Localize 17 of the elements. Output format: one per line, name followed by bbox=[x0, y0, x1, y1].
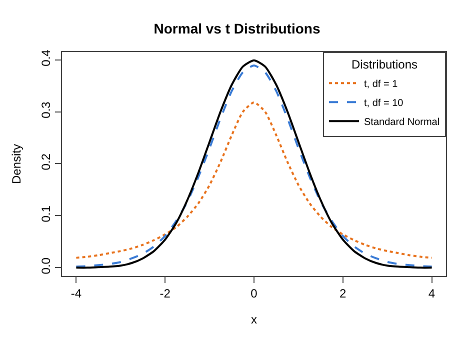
legend-label: t, df = 1 bbox=[364, 79, 398, 90]
y-tick-label: 0.0 bbox=[39, 257, 54, 274]
x-tick-label: -4 bbox=[70, 286, 82, 300]
y-tick-label: 0.3 bbox=[39, 101, 54, 118]
y-tick-label: 0.1 bbox=[39, 205, 54, 222]
x-tick-label: -2 bbox=[160, 286, 171, 300]
y-tick-label: 0.2 bbox=[39, 153, 54, 170]
x-tick-label: 2 bbox=[340, 286, 347, 300]
chart-title: Normal vs t Distributions bbox=[154, 20, 320, 36]
legend-title: Distributions bbox=[351, 58, 418, 72]
legend-label: Standard Normal bbox=[364, 117, 440, 128]
legend-label: t, df = 10 bbox=[364, 98, 404, 109]
x-axis-title: x bbox=[251, 312, 257, 326]
x-tick-label: 4 bbox=[428, 286, 436, 300]
y-tick-label: 0.4 bbox=[39, 49, 54, 66]
x-tick-label: 0 bbox=[250, 286, 258, 300]
y-axis-title: Density bbox=[10, 144, 24, 184]
